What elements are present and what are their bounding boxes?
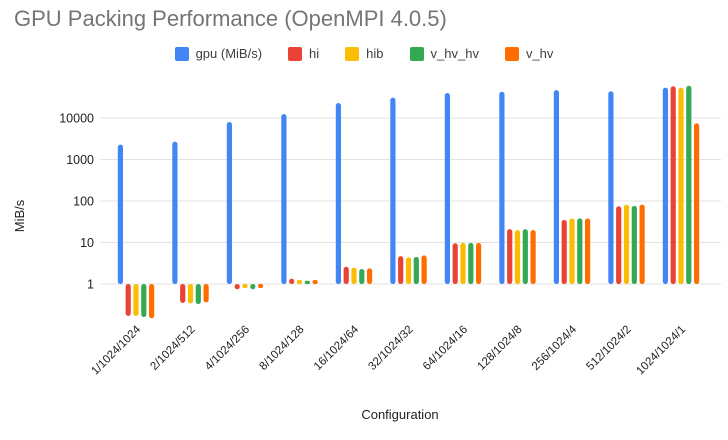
- y-tick-label: 1000: [66, 153, 94, 167]
- bar-hi: [670, 86, 676, 284]
- bar-v-hv-hv: [304, 280, 310, 284]
- x-tick-label: 32/1024/32: [366, 324, 415, 373]
- bar-hib: [405, 257, 412, 284]
- bar-hib: [242, 284, 248, 288]
- bar-v-hv: [530, 230, 536, 284]
- x-tick-label: 8/1024/128: [257, 324, 306, 373]
- x-tick-label: 256/1024/4: [530, 323, 580, 373]
- bar-gpu-mib-s: [390, 97, 396, 284]
- bar-hib: [514, 230, 521, 284]
- bar-v-hv: [694, 123, 700, 284]
- bar-v-hv: [476, 242, 482, 284]
- legend-label: hib: [366, 46, 384, 61]
- legend-item: v_hv_hv: [409, 46, 479, 61]
- legend-label: hi: [309, 46, 320, 61]
- bar-hib: [187, 284, 194, 304]
- bar-hib: [296, 280, 303, 284]
- bar-gpu-mib-s: [226, 122, 232, 284]
- bar-gpu-mib-s: [281, 114, 287, 284]
- bar-v-hv-hv: [468, 242, 474, 284]
- legend-label: v_hv_hv: [430, 46, 479, 61]
- bar-v-hv: [585, 218, 591, 284]
- bar-hi: [125, 284, 131, 316]
- x-axis-title: Configuration: [361, 407, 438, 422]
- bar-v-hv: [421, 255, 427, 284]
- bar-gpu-mib-s: [335, 103, 341, 284]
- x-tick-label: 2/1024/512: [148, 324, 197, 373]
- bar-hi: [507, 229, 513, 284]
- bar-v-hv: [149, 284, 155, 319]
- bar-hib: [623, 204, 630, 284]
- bar-hib: [133, 284, 139, 316]
- chart-title: GPU Packing Performance (OpenMPI 4.0.5): [14, 6, 447, 31]
- bar-hi: [343, 266, 349, 284]
- bar-v-hv-hv: [631, 205, 637, 284]
- grid-layer: [100, 117, 721, 285]
- bar-gpu-mib-s: [608, 91, 614, 284]
- x-tick-label: 64/1024/16: [421, 324, 470, 373]
- x-tick-label: 16/1024/64: [312, 323, 362, 373]
- bar-hi: [561, 219, 567, 284]
- legend-swatch-icon: [345, 46, 360, 61]
- bar-hib: [678, 87, 684, 284]
- legend-item: hi: [288, 46, 319, 61]
- bar-v-hv: [203, 284, 209, 303]
- y-axis-tick-labels: 10000 1000 100 10 1: [59, 112, 94, 292]
- bar-gpu-mib-s: [662, 87, 668, 284]
- bar-v-hv: [639, 204, 645, 284]
- bar-layer: [117, 85, 700, 319]
- y-tick-label: 100: [73, 195, 94, 209]
- bar-hi: [234, 284, 240, 290]
- y-tick-label: 10000: [59, 112, 94, 126]
- bar-gpu-mib-s: [117, 144, 123, 284]
- bar-v-hv-hv: [250, 284, 256, 290]
- bar-v-hv-hv: [522, 229, 528, 284]
- legend-label: gpu (MiB/s): [195, 46, 263, 61]
- bar-v-hv-hv: [577, 218, 583, 284]
- legend: gpu (MiB/s) hi hib v_hv_hv v_hv: [0, 46, 728, 61]
- legend-item: gpu (MiB/s): [174, 46, 263, 61]
- bar-v-hv: [312, 280, 318, 284]
- bar-gpu-mib-s: [499, 91, 505, 284]
- bar-v-hv-hv: [195, 284, 201, 304]
- bar-hi: [452, 243, 458, 284]
- legend-item: hib: [345, 46, 384, 61]
- legend-swatch-icon: [174, 46, 189, 61]
- legend-swatch-icon: [288, 46, 303, 61]
- x-tick-label: 128/1024/8: [475, 324, 524, 373]
- bar-hib: [460, 242, 466, 284]
- x-tick-label: 4/1024/256: [203, 324, 252, 373]
- bar-v-hv: [258, 284, 264, 288]
- bar-gpu-mib-s: [444, 93, 450, 284]
- x-tick-label: 1/1024/1024: [89, 323, 143, 377]
- bar-v-hv-hv: [413, 256, 419, 284]
- x-tick-label: 1024/1024/1: [634, 324, 688, 378]
- x-tick-label: 512/1024/2: [584, 324, 633, 373]
- bar-hi: [289, 278, 295, 284]
- bar-hib: [351, 267, 357, 284]
- bar-v-hv-hv: [686, 85, 692, 284]
- y-tick-label: 1: [87, 278, 94, 292]
- bar-v-hv: [367, 268, 373, 284]
- bar-hi: [398, 256, 404, 284]
- legend-swatch-icon: [504, 46, 519, 61]
- y-tick-label: 10: [80, 236, 94, 250]
- y-axis-title: MiB/s: [12, 199, 27, 232]
- bar-v-hv-hv: [359, 269, 365, 284]
- bar-v-hv-hv: [141, 284, 147, 317]
- bar-hi: [180, 284, 186, 303]
- x-axis-tick-labels: 1/1024/1024 2/1024/512 4/1024/256 8/1024/12…: [89, 323, 688, 377]
- legend-label: v_hv: [525, 46, 554, 61]
- bar-hib: [569, 218, 575, 284]
- legend-swatch-icon: [409, 46, 424, 61]
- legend-item: v_hv: [504, 46, 554, 61]
- bar-gpu-mib-s: [553, 90, 559, 284]
- bar-gpu-mib-s: [172, 141, 178, 284]
- bar-hi: [616, 206, 622, 284]
